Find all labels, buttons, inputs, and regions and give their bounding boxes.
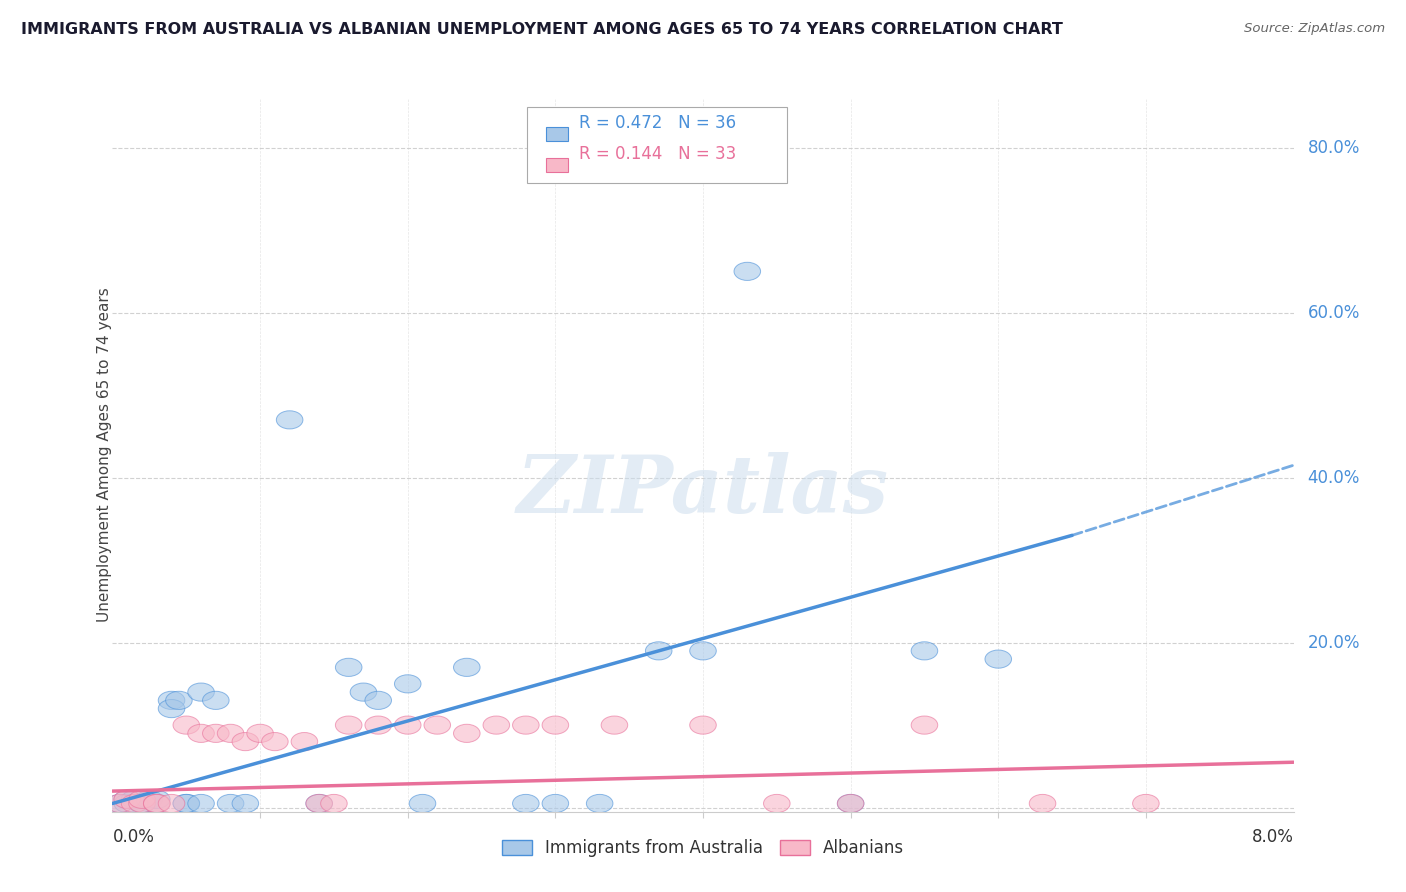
Ellipse shape [218, 724, 243, 742]
Ellipse shape [277, 411, 302, 429]
Ellipse shape [734, 262, 761, 280]
Ellipse shape [202, 724, 229, 742]
Y-axis label: Unemployment Among Ages 65 to 74 years: Unemployment Among Ages 65 to 74 years [97, 287, 111, 623]
Ellipse shape [173, 795, 200, 813]
Text: 20.0%: 20.0% [1308, 633, 1360, 651]
Legend: Immigrants from Australia, Albanians: Immigrants from Australia, Albanians [502, 838, 904, 857]
Ellipse shape [114, 795, 141, 813]
Ellipse shape [602, 716, 627, 734]
Ellipse shape [690, 716, 716, 734]
Ellipse shape [143, 795, 170, 813]
Ellipse shape [173, 795, 200, 813]
Text: ZIPatlas: ZIPatlas [517, 452, 889, 529]
Ellipse shape [188, 724, 214, 742]
Ellipse shape [262, 732, 288, 751]
Ellipse shape [114, 790, 141, 808]
Ellipse shape [129, 795, 155, 813]
Ellipse shape [763, 795, 790, 813]
Ellipse shape [143, 790, 170, 808]
Text: R = 0.472   N = 36: R = 0.472 N = 36 [579, 113, 737, 131]
Ellipse shape [307, 795, 332, 813]
Ellipse shape [911, 641, 938, 660]
Ellipse shape [838, 795, 863, 813]
Ellipse shape [218, 795, 243, 813]
Ellipse shape [107, 795, 134, 813]
Ellipse shape [129, 790, 155, 808]
Ellipse shape [409, 795, 436, 813]
Ellipse shape [143, 795, 170, 813]
Ellipse shape [350, 683, 377, 701]
Ellipse shape [395, 716, 420, 734]
Ellipse shape [336, 716, 361, 734]
Ellipse shape [366, 716, 391, 734]
Ellipse shape [121, 795, 148, 813]
Ellipse shape [336, 658, 361, 676]
Text: R = 0.144   N = 33: R = 0.144 N = 33 [579, 145, 737, 162]
Ellipse shape [232, 732, 259, 751]
Ellipse shape [586, 795, 613, 813]
Ellipse shape [136, 790, 163, 808]
Ellipse shape [484, 716, 509, 734]
Ellipse shape [690, 641, 716, 660]
Text: 0.0%: 0.0% [112, 829, 155, 847]
Ellipse shape [454, 724, 479, 742]
Ellipse shape [129, 795, 155, 813]
Ellipse shape [247, 724, 273, 742]
Ellipse shape [232, 795, 259, 813]
Ellipse shape [321, 795, 347, 813]
Ellipse shape [395, 674, 420, 693]
Ellipse shape [159, 691, 184, 709]
Ellipse shape [114, 790, 141, 808]
Ellipse shape [425, 716, 450, 734]
Ellipse shape [121, 790, 148, 808]
Text: Source: ZipAtlas.com: Source: ZipAtlas.com [1244, 22, 1385, 36]
Ellipse shape [129, 795, 155, 813]
Text: 60.0%: 60.0% [1308, 303, 1360, 322]
Ellipse shape [188, 683, 214, 701]
Ellipse shape [107, 795, 134, 813]
Ellipse shape [1133, 795, 1159, 813]
Ellipse shape [645, 641, 672, 660]
Ellipse shape [166, 691, 193, 709]
Ellipse shape [366, 691, 391, 709]
Text: 40.0%: 40.0% [1308, 468, 1360, 487]
Ellipse shape [986, 650, 1011, 668]
Ellipse shape [543, 795, 568, 813]
Ellipse shape [513, 716, 538, 734]
Text: IMMIGRANTS FROM AUSTRALIA VS ALBANIAN UNEMPLOYMENT AMONG AGES 65 TO 74 YEARS COR: IMMIGRANTS FROM AUSTRALIA VS ALBANIAN UN… [21, 22, 1063, 37]
Ellipse shape [159, 699, 184, 718]
Ellipse shape [454, 658, 479, 676]
Ellipse shape [911, 716, 938, 734]
Text: 80.0%: 80.0% [1308, 138, 1360, 157]
Text: 8.0%: 8.0% [1251, 829, 1294, 847]
Ellipse shape [173, 716, 200, 734]
Ellipse shape [291, 732, 318, 751]
Ellipse shape [307, 795, 332, 813]
Ellipse shape [543, 716, 568, 734]
Ellipse shape [838, 795, 863, 813]
Ellipse shape [159, 795, 184, 813]
Ellipse shape [1029, 795, 1056, 813]
Ellipse shape [202, 691, 229, 709]
Ellipse shape [513, 795, 538, 813]
Ellipse shape [188, 795, 214, 813]
Ellipse shape [143, 795, 170, 813]
